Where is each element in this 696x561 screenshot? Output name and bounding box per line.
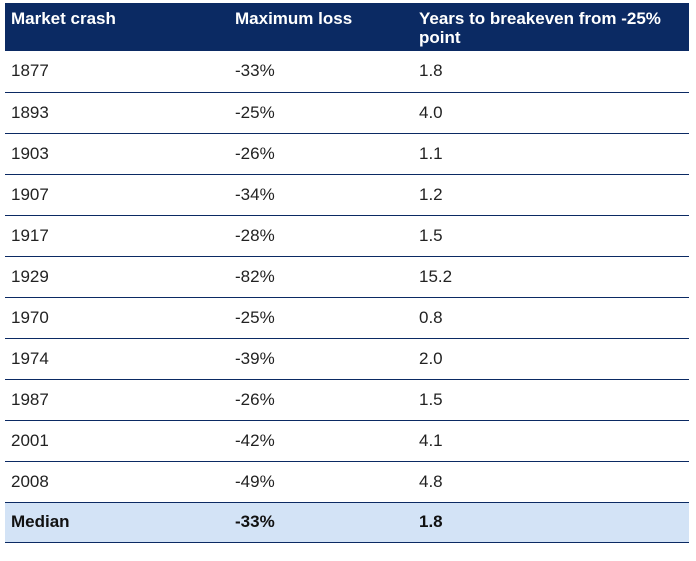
cell-market-crash: 1903 — [5, 133, 229, 175]
table-row: 1970 -25% 0.8 — [5, 297, 689, 339]
cell-years-to-breakeven: 15.2 — [413, 256, 689, 298]
table-row: 1907 -34% 1.2 — [5, 174, 689, 216]
cell-market-crash: 1917 — [5, 215, 229, 257]
cell-maximum-loss: -33% — [229, 51, 413, 93]
cell-years-to-breakeven: 1.1 — [413, 133, 689, 175]
table-row: 1917 -28% 1.5 — [5, 215, 689, 257]
cell-maximum-loss: -25% — [229, 92, 413, 134]
cell-market-crash: 1893 — [5, 92, 229, 134]
cell-maximum-loss: -25% — [229, 297, 413, 339]
cell-maximum-loss: -42% — [229, 420, 413, 462]
column-header-years-to-breakeven: Years to breakeven from -25% point — [413, 3, 689, 51]
cell-years-to-breakeven: 1.2 — [413, 174, 689, 216]
table-row: 1877 -33% 1.8 — [5, 51, 689, 93]
table-header: Market crash Maximum loss Years to break… — [5, 3, 689, 51]
cell-maximum-loss: -49% — [229, 461, 413, 503]
cell-years-to-breakeven: 0.8 — [413, 297, 689, 339]
cell-years-to-breakeven: 4.1 — [413, 420, 689, 462]
cell-market-crash: 1970 — [5, 297, 229, 339]
cell-market-crash: 2001 — [5, 420, 229, 462]
cell-maximum-loss: -28% — [229, 215, 413, 257]
cell-market-crash: 1907 — [5, 174, 229, 216]
cell-market-crash: 1987 — [5, 379, 229, 421]
cell-maximum-loss: -39% — [229, 338, 413, 380]
table-row: 1987 -26% 1.5 — [5, 379, 689, 421]
cell-market-crash: 1877 — [5, 51, 229, 93]
column-header-market-crash: Market crash — [5, 3, 229, 51]
cell-maximum-loss: -34% — [229, 174, 413, 216]
median-cell-maximum-loss: -33% — [229, 502, 413, 543]
cell-maximum-loss: -26% — [229, 379, 413, 421]
cell-years-to-breakeven: 1.5 — [413, 215, 689, 257]
table-row: 2001 -42% 4.1 — [5, 420, 689, 462]
cell-years-to-breakeven: 1.8 — [413, 51, 689, 93]
cell-market-crash: 1974 — [5, 338, 229, 380]
cell-market-crash: 1929 — [5, 256, 229, 298]
median-cell-years-to-breakeven: 1.8 — [413, 502, 689, 543]
table-row: 2008 -49% 4.8 — [5, 461, 689, 503]
market-crash-table: Market crash Maximum loss Years to break… — [5, 3, 689, 543]
cell-years-to-breakeven: 4.8 — [413, 461, 689, 503]
median-cell-market-crash: Median — [5, 502, 229, 543]
cell-maximum-loss: -26% — [229, 133, 413, 175]
median-row: Median -33% 1.8 — [5, 502, 689, 543]
cell-years-to-breakeven: 4.0 — [413, 92, 689, 134]
header-row: Market crash Maximum loss Years to break… — [5, 3, 689, 51]
table-row: 1974 -39% 2.0 — [5, 338, 689, 380]
cell-years-to-breakeven: 2.0 — [413, 338, 689, 380]
table-body: 1877 -33% 1.8 1893 -25% 4.0 1903 -26% 1.1 1907 -34… — [5, 51, 689, 543]
table-row: 1903 -26% 1.1 — [5, 133, 689, 175]
cell-years-to-breakeven: 1.5 — [413, 379, 689, 421]
table-row: 1929 -82% 15.2 — [5, 256, 689, 298]
cell-maximum-loss: -82% — [229, 256, 413, 298]
column-header-maximum-loss: Maximum loss — [229, 3, 413, 51]
cell-market-crash: 2008 — [5, 461, 229, 503]
market-crash-table-container: Market crash Maximum loss Years to break… — [5, 3, 689, 543]
table-row: 1893 -25% 4.0 — [5, 92, 689, 134]
